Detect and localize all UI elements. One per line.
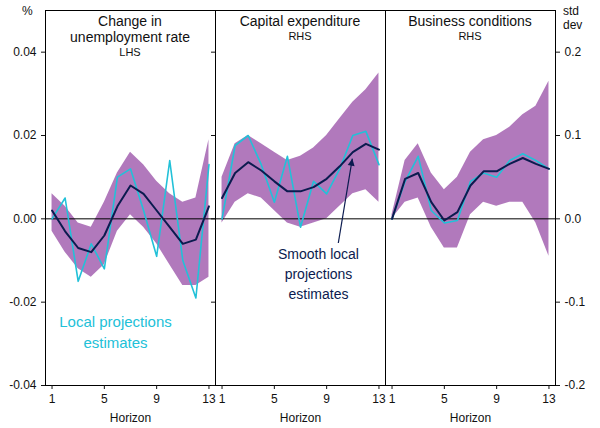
svg-text:0.02: 0.02 <box>13 128 37 142</box>
svg-text:1: 1 <box>219 392 226 406</box>
svg-text:0.1: 0.1 <box>565 128 582 142</box>
html-text:Business conditions: Business conditions <box>408 13 532 29</box>
svg-text:9: 9 <box>493 392 500 406</box>
svg-text:5: 5 <box>441 392 448 406</box>
svg-text:0.00: 0.00 <box>13 212 37 226</box>
svg-text:0.2: 0.2 <box>565 45 582 59</box>
svg-text:5: 5 <box>271 392 278 406</box>
svg-text:1: 1 <box>49 392 56 406</box>
svg-text:9: 9 <box>323 392 330 406</box>
svg-text:Smooth localprojectionsestimat: Smooth localprojectionsestimates <box>278 246 359 301</box>
svg-text:9: 9 <box>153 392 160 406</box>
svg-text:Horizon: Horizon <box>450 411 491 425</box>
svg-text:-0.2: -0.2 <box>565 378 586 392</box>
html-text:Capital expenditure: Capital expenditure <box>239 13 361 29</box>
svg-text:0.04: 0.04 <box>13 45 37 59</box>
html-text:RHS: RHS <box>458 30 482 42</box>
svg-text:-0.02: -0.02 <box>9 295 37 309</box>
svg-text:Local projectionsestimates: Local projectionsestimates <box>59 313 172 351</box>
svg-text:0.0: 0.0 <box>565 212 582 226</box>
svg-text:13: 13 <box>372 392 386 406</box>
svg-text:1: 1 <box>389 392 396 406</box>
svg-text:13: 13 <box>542 392 556 406</box>
html-text:Change in unemployment rate: Change in unemployment rate <box>70 13 190 45</box>
svg-text:Horizon: Horizon <box>110 411 151 425</box>
html-text:LHS: LHS <box>119 46 141 58</box>
svg-text:Horizon: Horizon <box>280 411 321 425</box>
html-text:RHS: RHS <box>288 30 312 42</box>
svg-text:-0.04: -0.04 <box>9 378 37 392</box>
svg-text:13: 13 <box>202 392 216 406</box>
svg-text:-0.1: -0.1 <box>565 295 586 309</box>
svg-text:5: 5 <box>101 392 108 406</box>
html-text:std dev: std dev <box>563 4 583 32</box>
